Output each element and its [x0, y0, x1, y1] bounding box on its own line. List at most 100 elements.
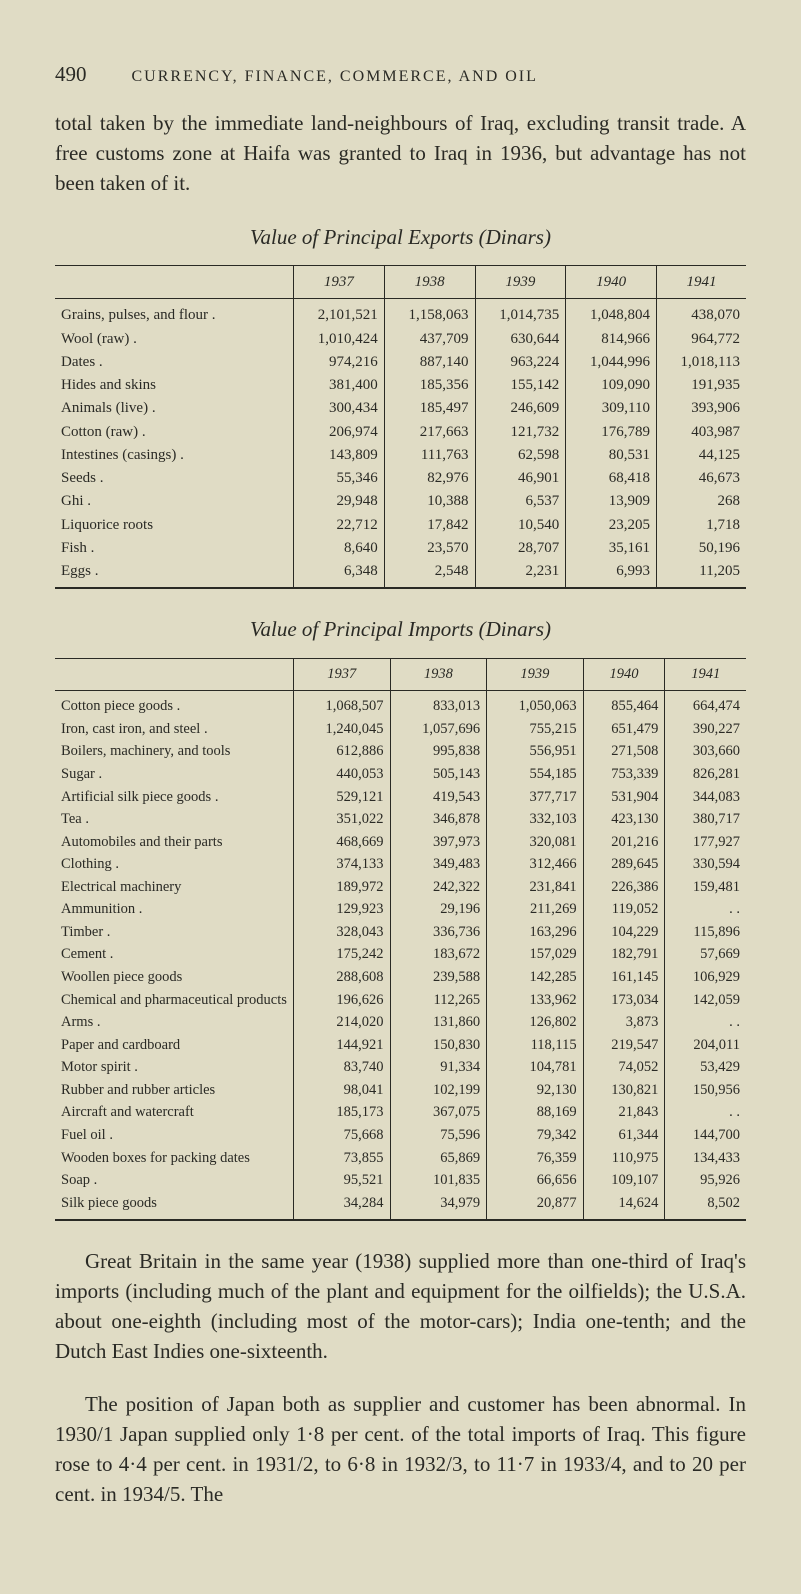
row-label: Fish .: [55, 536, 294, 559]
table-row: Tea .351,022346,878332,103423,130380,717: [55, 809, 746, 832]
row-label: Ghi .: [55, 490, 294, 513]
table-row: Cotton (raw) .206,974217,663121,732176,7…: [55, 420, 746, 443]
cell-value: 239,588: [390, 967, 487, 990]
row-label: Intestines (casings) .: [55, 443, 294, 466]
cell-value: 46,901: [475, 467, 566, 490]
table-row: Hides and skins381,400185,356155,142109,…: [55, 374, 746, 397]
cell-value: 155,142: [475, 374, 566, 397]
cell-value: 44,125: [657, 443, 747, 466]
cell-value: 13,909: [566, 490, 657, 513]
cell-value: 755,215: [487, 718, 584, 741]
table-row: Silk piece goods34,28434,97920,87714,624…: [55, 1192, 746, 1220]
cell-value: 150,830: [390, 1034, 487, 1057]
row-label: Arms .: [55, 1012, 294, 1035]
cell-value: 300,434: [294, 397, 385, 420]
row-label: Cotton piece goods .: [55, 691, 294, 719]
year-header: 1937: [294, 266, 385, 299]
cell-value: 182,791: [583, 944, 665, 967]
table-row: Eggs .6,3482,5482,2316,99311,205: [55, 560, 746, 589]
cell-value: 2,101,521: [294, 299, 385, 327]
row-label: Wool (raw) .: [55, 327, 294, 350]
cell-value: 289,645: [583, 854, 665, 877]
cell-value: 214,020: [294, 1012, 391, 1035]
cell-value: 833,013: [390, 691, 487, 719]
row-label: Animals (live) .: [55, 397, 294, 420]
table-row: Chemical and pharmaceutical products196,…: [55, 989, 746, 1012]
row-label: Fuel oil .: [55, 1124, 294, 1147]
cell-value: 531,904: [583, 786, 665, 809]
cell-value: 6,537: [475, 490, 566, 513]
cell-value: 65,869: [390, 1147, 487, 1170]
cell-value: 68,418: [566, 467, 657, 490]
cell-value: 62,598: [475, 443, 566, 466]
closing-para-1: Great Britain in the same year (1938) su…: [55, 1247, 746, 1366]
cell-value: 393,906: [657, 397, 747, 420]
cell-value: 34,979: [390, 1192, 487, 1220]
cell-value: 183,672: [390, 944, 487, 967]
cell-value: 130,821: [583, 1079, 665, 1102]
cell-value: 217,663: [384, 420, 475, 443]
cell-value: 246,609: [475, 397, 566, 420]
cell-value: 161,145: [583, 967, 665, 990]
cell-value: 173,034: [583, 989, 665, 1012]
cell-value: 211,269: [487, 899, 584, 922]
table-row: Ghi .29,94810,3886,53713,909268: [55, 490, 746, 513]
cell-value: 1,044,996: [566, 350, 657, 373]
cell-value: 111,763: [384, 443, 475, 466]
cell-value: 95,926: [665, 1170, 746, 1193]
cell-value: 142,285: [487, 967, 584, 990]
cell-value: 133,962: [487, 989, 584, 1012]
cell-value: 53,429: [665, 1057, 746, 1080]
cell-value: 1,057,696: [390, 718, 487, 741]
cell-value: 206,974: [294, 420, 385, 443]
cell-value: 556,951: [487, 741, 584, 764]
cell-value: 554,185: [487, 763, 584, 786]
cell-value: 23,205: [566, 513, 657, 536]
cell-value: 80,531: [566, 443, 657, 466]
cell-value: 288,608: [294, 967, 391, 990]
cell-value: 612,886: [294, 741, 391, 764]
cell-value: 55,346: [294, 467, 385, 490]
cell-value: 1,240,045: [294, 718, 391, 741]
cell-value: 79,342: [487, 1124, 584, 1147]
cell-value: 2,231: [475, 560, 566, 589]
row-label: Grains, pulses, and flour .: [55, 299, 294, 327]
cell-value: 102,199: [390, 1079, 487, 1102]
cell-value: 57,669: [665, 944, 746, 967]
row-label: Ammunition .: [55, 899, 294, 922]
cell-value: 110,975: [583, 1147, 665, 1170]
cell-value: 104,781: [487, 1057, 584, 1080]
table-row: Clothing .374,133349,483312,466289,64533…: [55, 854, 746, 877]
row-label: Chemical and pharmaceutical products: [55, 989, 294, 1012]
page-title: CURRENCY, FINANCE, COMMERCE, AND OIL: [132, 66, 538, 88]
row-label: Silk piece goods: [55, 1192, 294, 1220]
cell-value: 2,548: [384, 560, 475, 589]
cell-value: 76,359: [487, 1147, 584, 1170]
cell-value: 3,873: [583, 1012, 665, 1035]
table-row: Grains, pulses, and flour .2,101,5211,15…: [55, 299, 746, 327]
cell-value: 226,386: [583, 876, 665, 899]
cell-value: 73,855: [294, 1147, 391, 1170]
cell-value: 204,011: [665, 1034, 746, 1057]
table-row: Electrical machinery189,972242,322231,84…: [55, 876, 746, 899]
row-label: Iron, cast iron, and steel .: [55, 718, 294, 741]
row-label: Rubber and rubber articles: [55, 1079, 294, 1102]
cell-value: 129,923: [294, 899, 391, 922]
row-label: Automobiles and their parts: [55, 831, 294, 854]
cell-value: 201,216: [583, 831, 665, 854]
cell-value: 50,196: [657, 536, 747, 559]
cell-value: 134,433: [665, 1147, 746, 1170]
cell-value: . .: [665, 1102, 746, 1125]
row-label: Aircraft and watercraft: [55, 1102, 294, 1125]
cell-value: 29,948: [294, 490, 385, 513]
cell-value: 440,053: [294, 763, 391, 786]
cell-value: 35,161: [566, 536, 657, 559]
cell-value: 403,987: [657, 420, 747, 443]
cell-value: 131,860: [390, 1012, 487, 1035]
cell-value: 112,265: [390, 989, 487, 1012]
intro-paragraph: total taken by the immediate land-neighb…: [55, 109, 746, 198]
cell-value: 23,570: [384, 536, 475, 559]
cell-value: 14,624: [583, 1192, 665, 1220]
cell-value: 1,010,424: [294, 327, 385, 350]
cell-value: 104,229: [583, 921, 665, 944]
